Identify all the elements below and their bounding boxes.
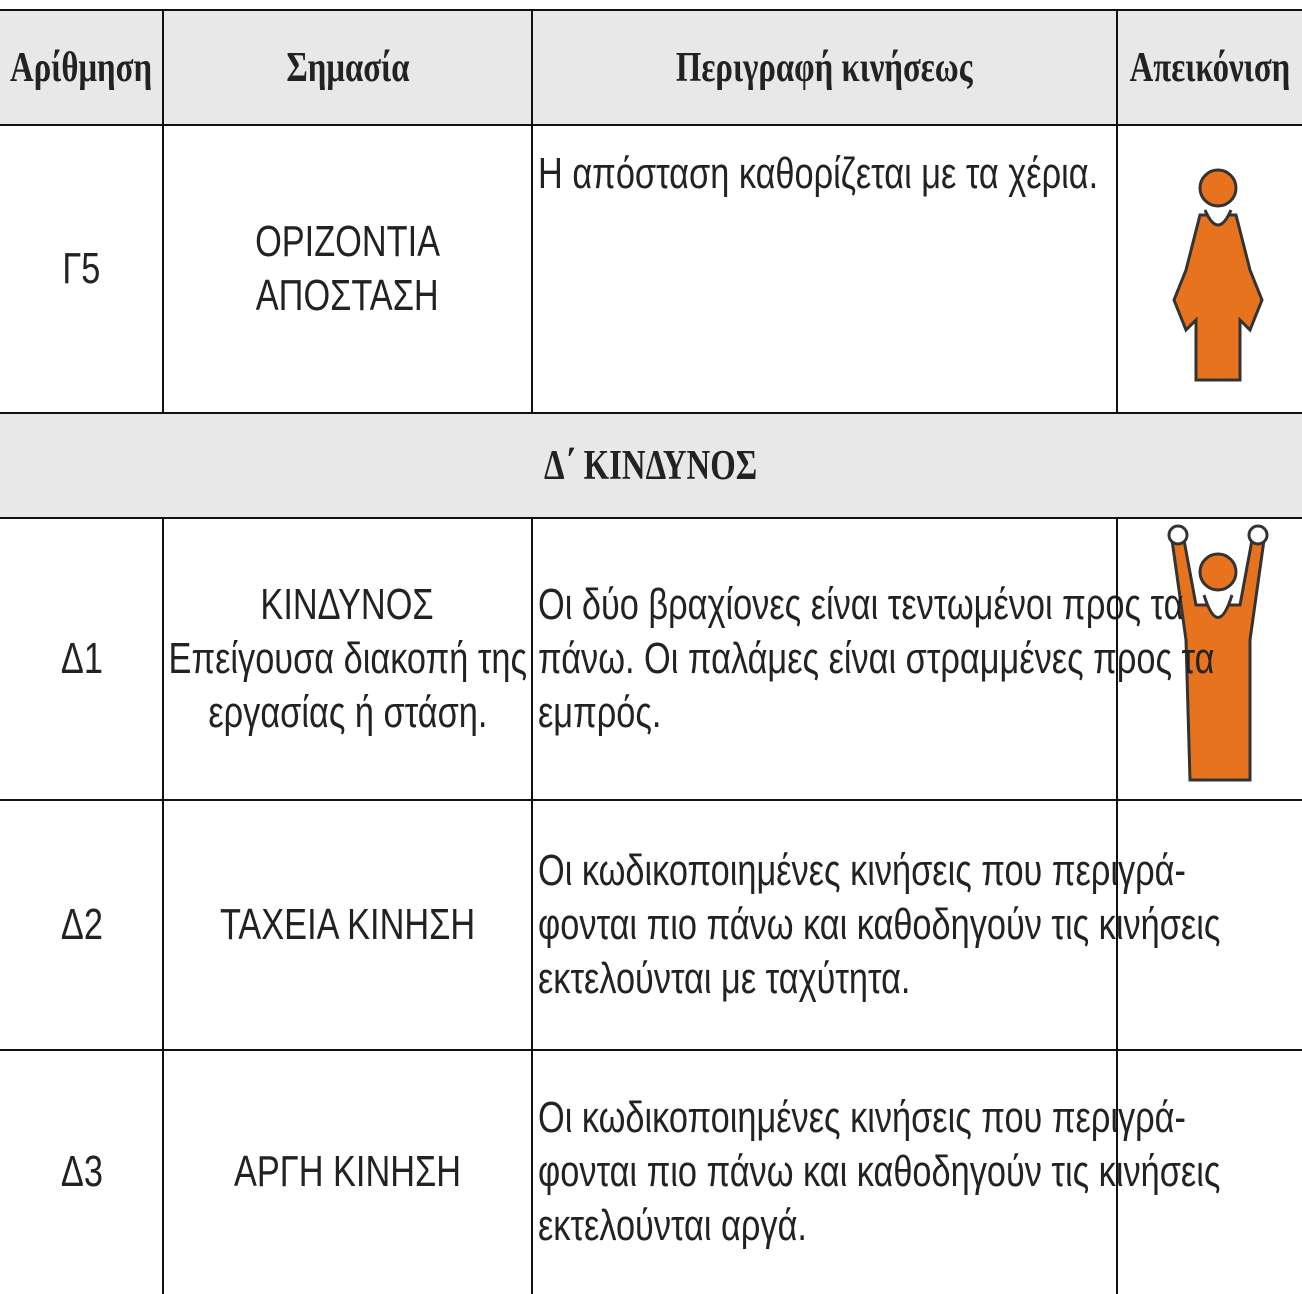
header-text: Απεικόνιση: [1129, 44, 1290, 91]
description-line: φονται πιο πάνω και καθοδηγούν τις κινήσ…: [538, 900, 1221, 949]
description-line: Οι κωδικοποιημένες κινήσεις που περιγρά-: [538, 1093, 1186, 1142]
section-cell: Δ΄ ΚΙΝΔΥΝΟΣ: [0, 413, 1302, 518]
row-number: Δ3: [60, 1147, 103, 1196]
column-border: [531, 518, 533, 1294]
column-border: [1116, 518, 1118, 1294]
section-title: Δ΄ ΚΙΝΔΥΝΟΣ: [544, 442, 758, 489]
row-border: [0, 9, 1302, 11]
meaning-line: ΑΡΓΗ ΚΙΝΗΣΗ: [233, 1147, 462, 1196]
section-background: [0, 413, 1302, 518]
header-text: Περιγραφή κινήσεως: [676, 44, 973, 91]
figure-danger: [1167, 524, 1269, 782]
column-border: [1116, 10, 1118, 413]
number-cell: Δ3: [0, 1050, 163, 1294]
description-cell: Οι κωδικοποιημένες κινήσεις που περιγρά-…: [532, 1050, 1220, 1294]
header-cell: Σημασία: [163, 10, 532, 125]
meaning-line: ΟΡΙΖΟΝΤΙΑ: [255, 217, 440, 266]
column-border: [162, 10, 164, 413]
meaning-line: εργασίας ή στάση.: [207, 688, 488, 737]
description-cell: Οι κωδικοποιημένες κινήσεις που περιγρά-…: [532, 800, 1220, 1050]
row-border: [0, 517, 1302, 519]
row-number: Δ1: [60, 634, 103, 683]
column-border: [162, 518, 164, 1294]
description-cell: Οι δύο βραχίονες είναι τεντωμένοι προς τ…: [532, 518, 1214, 800]
description-line: εκτελούνται αργά.: [538, 1201, 807, 1250]
row-border: [0, 799, 1302, 801]
meaning-cell: ΑΡΓΗ ΚΙΝΗΣΗ: [163, 1050, 532, 1294]
description-cell: Η απόσταση καθορίζεται με τα χέρια.: [532, 125, 1117, 413]
description-line: πάνω. Οι παλάμες είναι στραμμένες προς τ…: [538, 634, 1215, 683]
figure-horizontal-distance: [1172, 168, 1264, 382]
description-line: Η απόσταση καθορίζεται με τα χέρια.: [538, 149, 1099, 198]
description-line: Οι κωδικοποιημένες κινήσεις που περιγρά-: [538, 846, 1186, 895]
meaning-line: ΑΠΟΣΤΑΣΗ: [256, 271, 439, 320]
row-border: [0, 124, 1302, 126]
row-border: [0, 412, 1302, 414]
number-cell: Δ1: [0, 518, 163, 800]
description-line: εκτελούνται με ταχύτητα.: [538, 954, 911, 1003]
row-number: Δ2: [60, 900, 103, 949]
description-line: εμπρός.: [538, 688, 662, 737]
header-text: Αρίθμηση: [10, 44, 153, 91]
header-cell: Περιγραφή κινήσεως: [532, 10, 1117, 125]
meaning-cell: ΟΡΙΖΟΝΤΙΑ ΑΠΟΣΤΑΣΗ: [163, 125, 532, 413]
header-cell: Απεικόνιση: [1117, 10, 1302, 125]
description-line: Οι δύο βραχίονες είναι τεντωμένοι προς τ…: [538, 580, 1184, 629]
meaning-line: Επείγουσα διακοπή της: [168, 634, 527, 683]
header-cell: Αρίθμηση: [0, 10, 163, 125]
meaning-line: ΚΙΝΔΥΝΟΣ: [260, 580, 435, 629]
number-cell: Δ2: [0, 800, 163, 1050]
column-border: [531, 10, 533, 413]
meaning-cell: ΚΙΝΔΥΝΟΣ Επείγουσα διακοπή της εργασίας ή …: [163, 518, 532, 800]
header-text: Σημασία: [285, 44, 410, 91]
description-line: φονται πιο πάνω και καθοδηγούν τις κινήσ…: [538, 1147, 1221, 1196]
row-border: [0, 1049, 1302, 1051]
header-background: [0, 10, 1302, 125]
meaning-cell: ΤΑΧΕΙΑ ΚΙΝΗΣΗ: [163, 800, 532, 1050]
row-number: Γ5: [62, 244, 101, 293]
meaning-line: ΤΑΧΕΙΑ ΚΙΝΗΣΗ: [219, 900, 476, 949]
number-cell: Γ5: [0, 125, 163, 413]
